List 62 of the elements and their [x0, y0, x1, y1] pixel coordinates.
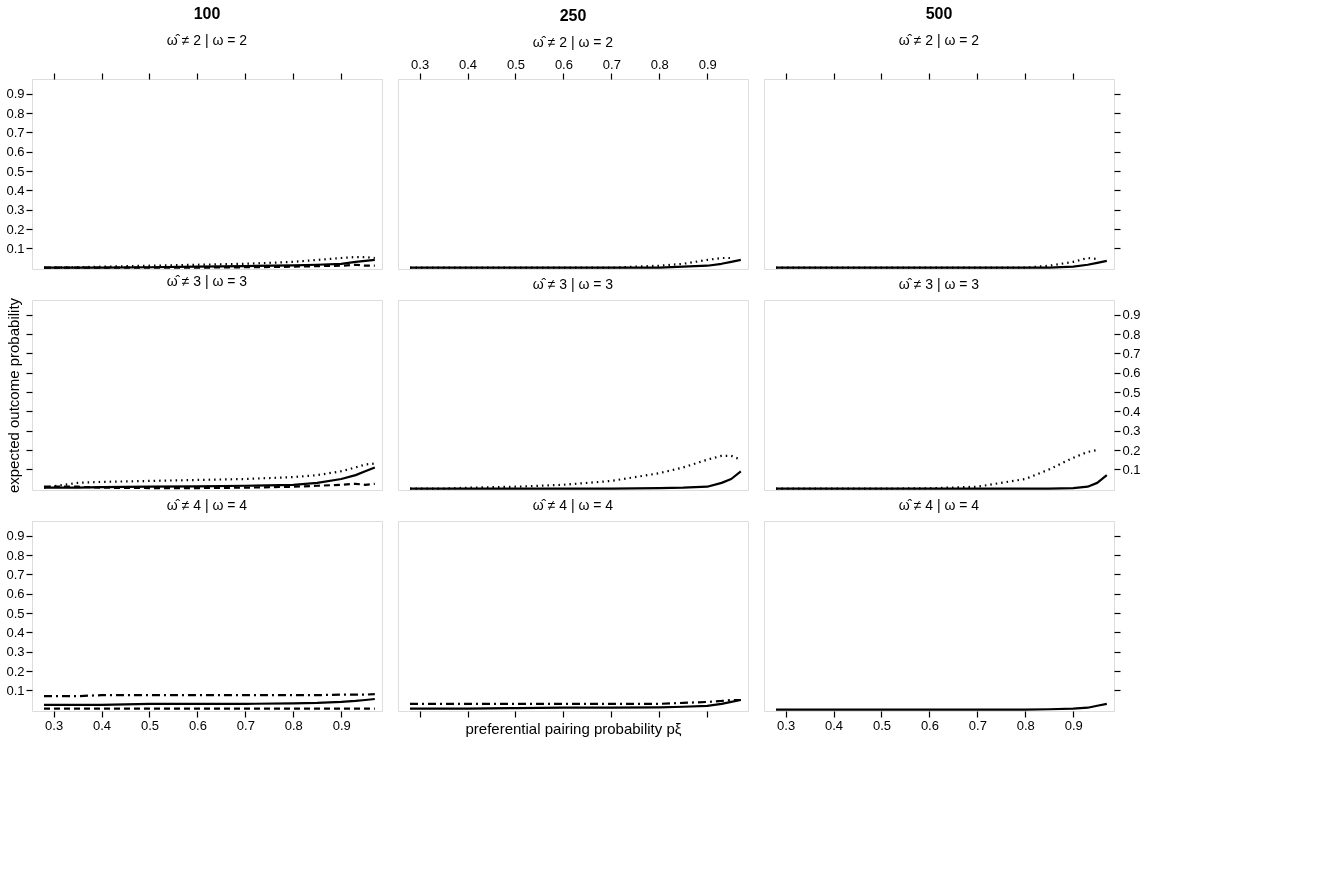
- y-tick-label: 0.7: [6, 124, 25, 140]
- chart-subtitle: ω̂ ≠ 3 | ω = 3: [532, 276, 614, 292]
- x-tick-label: 0.5: [872, 717, 891, 733]
- x-tick-label: 0.8: [650, 56, 669, 72]
- chart-subtitle: ω̂ ≠ 4 | ω = 4: [898, 497, 980, 513]
- chart-subtitle: ω̂ ≠ 4 | ω = 4: [532, 497, 614, 513]
- y-tick-label: 0.9: [1122, 307, 1141, 323]
- y-tick-label: 0.1: [1122, 461, 1141, 477]
- y-tick-label: 0.2: [1122, 442, 1141, 458]
- x-tick-label: 0.9: [1064, 717, 1083, 733]
- x-tick-label: 0.5: [506, 56, 525, 72]
- y-tick-label: 0.5: [6, 163, 25, 179]
- x-tick-label: 0.4: [92, 717, 112, 733]
- x-tick-label: 0.6: [554, 56, 573, 72]
- chart-subtitle: ω̂ ≠ 3 | ω = 3: [898, 276, 980, 292]
- y-tick-label: 0.3: [6, 644, 25, 660]
- x-tick-label: 0.5: [140, 717, 159, 733]
- chart-subtitle: ω̂ ≠ 2 | ω = 2: [532, 34, 614, 50]
- y-tick-label: 0.3: [6, 202, 25, 218]
- x-tick-label: 0.8: [284, 717, 303, 733]
- y-tick-label: 0.5: [6, 605, 25, 621]
- y-tick-label: 0.9: [6, 528, 25, 544]
- chart-title: 100: [193, 5, 221, 23]
- chart-title: 500: [925, 5, 953, 23]
- x-tick-label: 0.3: [777, 717, 796, 733]
- x-tick-label: 0.7: [602, 56, 621, 72]
- chart-subtitle: ω̂ ≠ 2 | ω = 2: [166, 32, 248, 49]
- y-tick-label: 0.1: [6, 240, 25, 256]
- x-tick-label: 0.9: [332, 717, 351, 733]
- y-tick-label: 0.6: [6, 586, 25, 602]
- y-tick-label: 0.8: [1122, 326, 1141, 342]
- y-tick-label: 0.9: [6, 86, 25, 102]
- chart-subtitle: ω̂ ≠ 3 | ω = 3: [166, 273, 248, 290]
- y-tick-label: 0.8: [6, 105, 25, 121]
- y-axis-title: expected outcome probability: [4, 297, 22, 494]
- y-tick-label: 0.7: [6, 566, 25, 582]
- chart-subtitle: ω̂ ≠ 2 | ω = 2: [898, 32, 980, 49]
- x-tick-label: 0.8: [1016, 717, 1035, 733]
- y-tick-label: 0.1: [6, 682, 25, 698]
- x-tick-label: 0.9: [698, 56, 717, 72]
- x-tick-label: 0.3: [411, 56, 430, 72]
- x-tick-label: 0.4: [458, 56, 478, 72]
- y-tick-label: 0.2: [6, 221, 25, 237]
- y-tick-label: 0.4: [6, 624, 25, 640]
- x-tick-label: 0.6: [188, 717, 207, 733]
- x-tick-label: 0.7: [968, 717, 987, 733]
- chart-subtitle: ω̂ ≠ 4 | ω = 4: [166, 497, 248, 513]
- x-tick-label: 0.6: [920, 717, 939, 733]
- x-tick-label: 0.7: [236, 717, 255, 733]
- x-tick-label: 0.3: [45, 717, 64, 733]
- y-tick-label: 0.4: [1122, 403, 1141, 419]
- y-tick-label: 0.3: [1122, 423, 1141, 439]
- x-tick-label: 0.4: [824, 717, 844, 733]
- y-tick-label: 0.5: [1122, 384, 1141, 400]
- x-axis-title: preferential pairing probability pξ: [465, 720, 682, 738]
- y-tick-label: 0.2: [6, 663, 25, 679]
- y-tick-label: 0.7: [1122, 345, 1141, 361]
- chart-title: 250: [559, 7, 587, 24]
- y-tick-label: 0.8: [6, 547, 25, 563]
- y-tick-label: 0.6: [6, 144, 25, 160]
- y-tick-label: 0.6: [1122, 365, 1141, 381]
- y-tick-label: 0.4: [6, 182, 25, 198]
